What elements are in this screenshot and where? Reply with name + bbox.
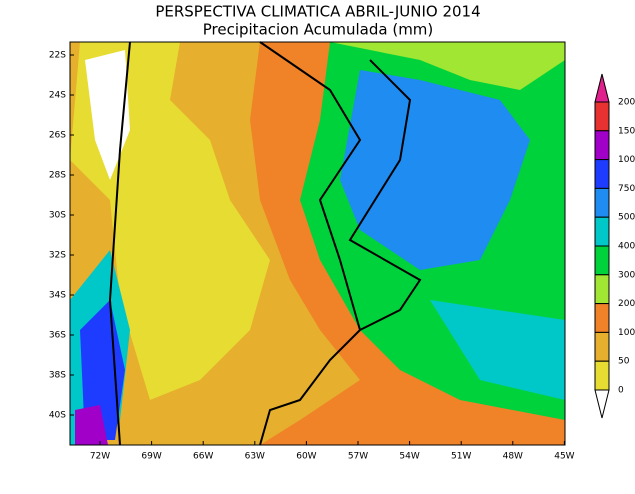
colorbar-label: 2000 xyxy=(618,98,635,108)
colorbar-bin xyxy=(594,360,610,391)
colorbar-label: 50 xyxy=(618,357,630,367)
colorbar-bin xyxy=(594,187,610,218)
lat-label: 32S xyxy=(49,251,66,261)
lat-label: 34S xyxy=(49,291,66,301)
colorbar-bin xyxy=(594,303,610,333)
lat-label: 40S xyxy=(49,411,66,421)
lon-label: 48W xyxy=(503,452,523,462)
colorbar-label: 300 xyxy=(618,270,635,280)
colorbar-bin xyxy=(594,274,610,305)
colorbar-bin xyxy=(594,245,610,276)
lon-label: 69W xyxy=(141,452,161,462)
lon-label: 66W xyxy=(193,452,213,462)
lat-label: 36S xyxy=(49,331,66,341)
lon-label: 45W xyxy=(554,452,574,462)
colorbar-bin xyxy=(594,216,610,247)
lon-label: 57W xyxy=(348,452,368,462)
lat-label: 26S xyxy=(49,131,66,141)
colorbar-arrow-bottom xyxy=(594,389,610,419)
lon-label: 72W xyxy=(90,452,110,462)
colorbar-label: 750 xyxy=(618,184,635,194)
colorbar-arrow-top xyxy=(594,73,610,103)
map xyxy=(69,41,566,446)
lon-label: 63W xyxy=(245,452,265,462)
colorbar-label: 1500 xyxy=(618,126,635,136)
subtitle: Precipitacion Acumulada (mm) xyxy=(203,21,434,39)
lon-label: 60W xyxy=(296,452,316,462)
colorbar-bin xyxy=(594,159,610,189)
colorbar-label: 400 xyxy=(618,242,635,252)
colorbar-label: 1000 xyxy=(618,155,635,165)
title: PERSPECTIVA CLIMATICA ABRIL-JUNIO 2014 xyxy=(155,3,480,21)
lat-label: 28S xyxy=(49,171,66,181)
lon-label: 51W xyxy=(451,452,471,462)
colorbar-label: 0 xyxy=(618,386,624,396)
colorbar-bin xyxy=(594,130,610,161)
colorbar-bin xyxy=(594,101,610,132)
colorbar-bin xyxy=(594,331,610,362)
lat-label: 30S xyxy=(49,211,66,221)
colorbar-label: 500 xyxy=(618,213,635,223)
lon-label: 54W xyxy=(399,452,419,462)
colorbar-label: 100 xyxy=(618,328,635,338)
lat-label: 24S xyxy=(49,91,66,101)
lat-label: 22S xyxy=(49,51,66,61)
colorbar-label: 200 xyxy=(618,299,635,309)
lat-label: 38S xyxy=(49,371,66,381)
